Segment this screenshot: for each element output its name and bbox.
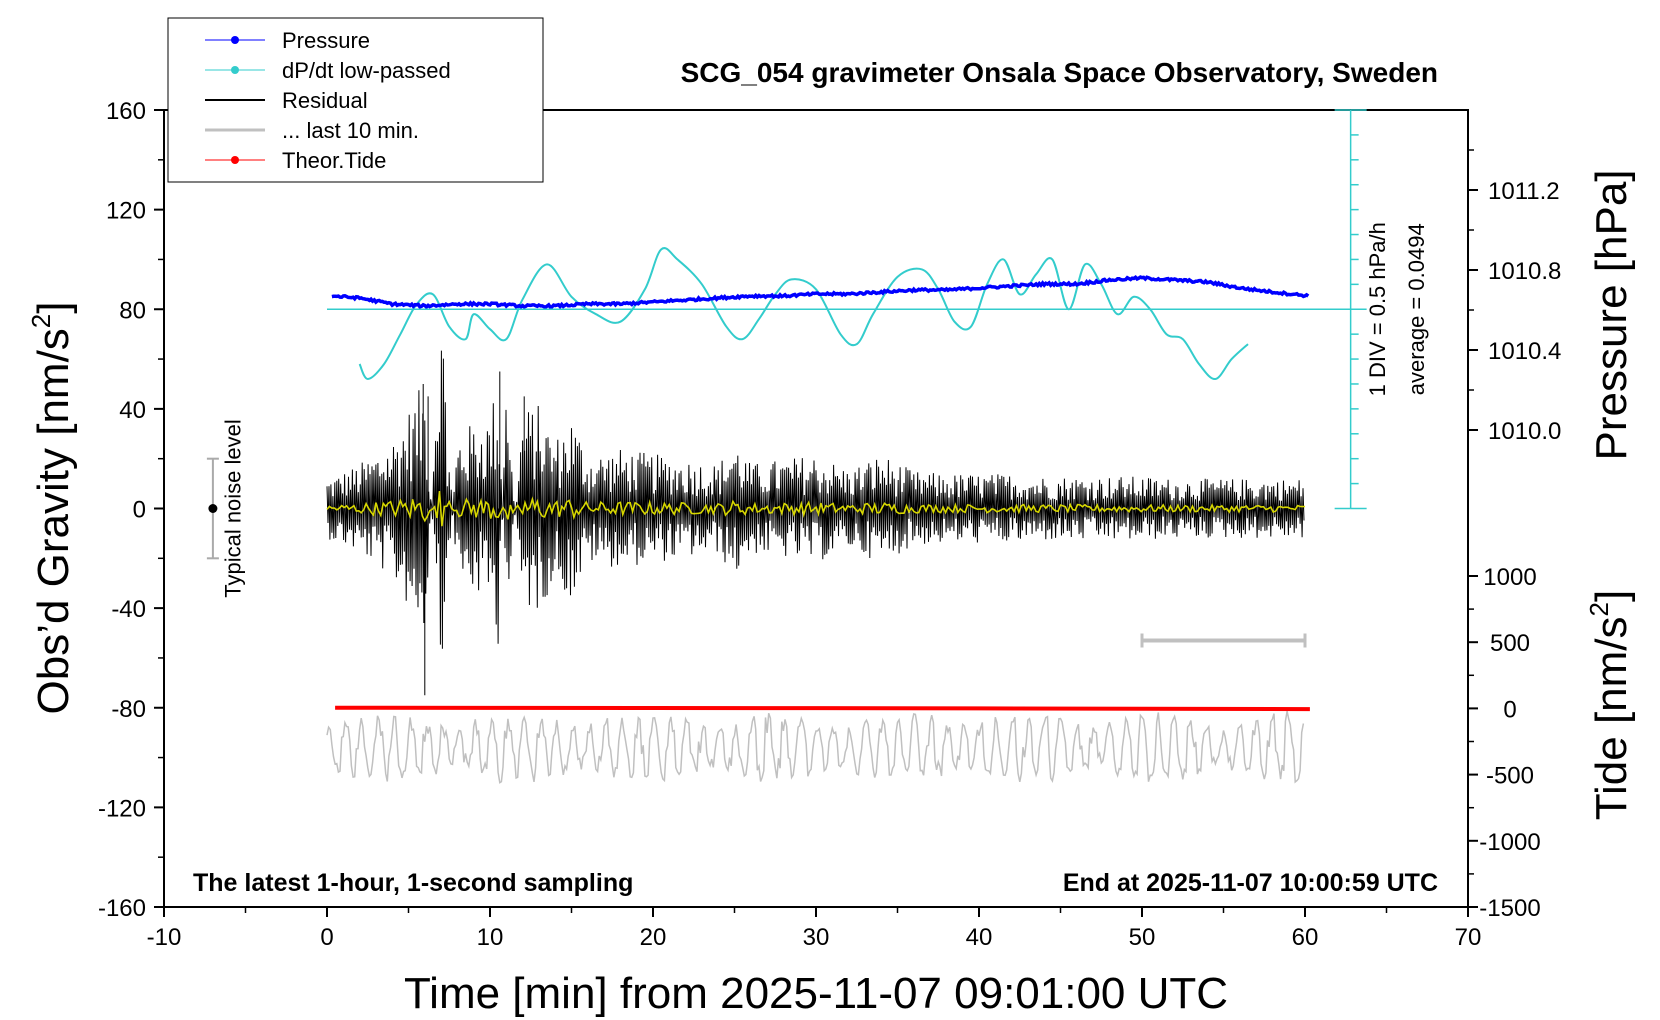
pressure-tick-label: 1010.0: [1488, 418, 1561, 445]
legend: Pressure dP/dt low-passed Residual ... last…: [167, 17, 544, 183]
y-left-tick-label: -40: [111, 596, 146, 623]
legend-label: Pressure: [282, 28, 370, 53]
y-left-tick-label: 80: [119, 297, 146, 324]
series-residual: [326, 350, 1305, 696]
x-tick-label: 0: [320, 924, 333, 951]
tide-tick-label: 0: [1503, 696, 1516, 723]
y-left-tick-label: 0: [133, 497, 146, 524]
legend-swatch-marker: [231, 156, 239, 164]
annotation-bottom-right: End at 2025-11-07 10:00:59 UTC: [1063, 869, 1438, 897]
series-last-10-min: [326, 710, 1305, 784]
tide-tick-label: -1500: [1479, 895, 1540, 922]
y-axis-left-title-close: ]: [29, 301, 78, 313]
y-left-tick-label: 160: [106, 98, 146, 125]
annotation-bottom-left: The latest 1-hour, 1-second sampling: [193, 869, 633, 897]
legend-label: dP/dt low-passed: [282, 58, 451, 83]
x-axis-title: Time [min] from 2025-11-07 09:01:00 UTC: [404, 969, 1228, 1018]
x-tick-label: 20: [640, 924, 667, 951]
series-layer: [326, 247, 1310, 784]
y-axis-tide-title: Tide [nm/s2]: [1584, 590, 1636, 820]
y-axis-tide-title-sup: 2: [1584, 602, 1614, 616]
noise-level-bar: [206, 457, 219, 560]
y-axis-pressure-ticks: 1011.2 1010.8 1010.4 1010.0: [1468, 149, 1561, 445]
noise-level-label: Typical noise level: [221, 419, 246, 598]
series-pressure: [331, 275, 1310, 310]
series-theor-tide: [335, 705, 1310, 712]
legend-label: Residual: [282, 88, 368, 113]
legend-swatch-marker: [231, 36, 239, 44]
y-axis-left-ticks: 160 120 80 40 0 -40 -80 -120 -160: [98, 98, 164, 922]
pressure-tick-label: 1011.2: [1488, 178, 1560, 205]
y-axis-tide-ticks: 1000 500 0 -500 -1000 -1500: [1468, 564, 1541, 922]
x-tick-label: 60: [1292, 924, 1319, 951]
x-tick-label: 50: [1129, 924, 1156, 951]
y-left-tick-label: -160: [98, 895, 146, 922]
dpdt-scale-label: 1 DIV = 0.5 hPa/h: [1365, 222, 1390, 396]
y-left-tick-label: -80: [111, 696, 146, 723]
y-axis-left-title-main: Obs’d Gravity [nm/s: [29, 328, 78, 714]
tide-tick-label: -500: [1486, 763, 1534, 790]
y-left-tick-label: 40: [119, 397, 146, 424]
dpdt-average-label: average = 0.0494: [1404, 223, 1429, 395]
y-axis-tide-title-main: Tide [nm/s: [1587, 616, 1636, 820]
x-tick-label: 70: [1455, 924, 1482, 951]
chart-title: SCG_054 gravimeter Onsala Space Observat…: [681, 57, 1438, 88]
tide-tick-label: 500: [1490, 630, 1530, 657]
legend-swatch-marker: [231, 66, 239, 74]
x-tick-label: -10: [147, 924, 182, 951]
y-left-tick-label: 120: [106, 198, 146, 225]
legend-label: Theor.Tide: [282, 148, 386, 173]
y-axis-left-title-sup: 2: [26, 314, 56, 328]
noise-bar-center: [208, 504, 218, 513]
legend-label: ... last 10 min.: [282, 118, 419, 143]
series-residual-smoothed: [326, 491, 1306, 527]
pressure-tick-label: 1010.8: [1488, 258, 1561, 285]
x-tick-label: 40: [966, 924, 993, 951]
pressure-tick-label: 1010.4: [1488, 338, 1561, 365]
x-axis-ticks: -10 0 10 20 30 40 50 60 70: [147, 907, 1482, 951]
y-axis-left-title: Obs’d Gravity [nm/s2]: [26, 301, 78, 714]
y-left-tick-label: -120: [98, 795, 146, 822]
x-tick-label: 10: [477, 924, 504, 951]
y-axis-pressure-title: Pressure [hPa]: [1587, 169, 1636, 460]
tide-tick-label: 1000: [1483, 564, 1536, 591]
tide-tick-label: -1000: [1479, 829, 1540, 856]
y-axis-tide-title-close: ]: [1587, 590, 1636, 602]
x-tick-label: 30: [803, 924, 830, 951]
